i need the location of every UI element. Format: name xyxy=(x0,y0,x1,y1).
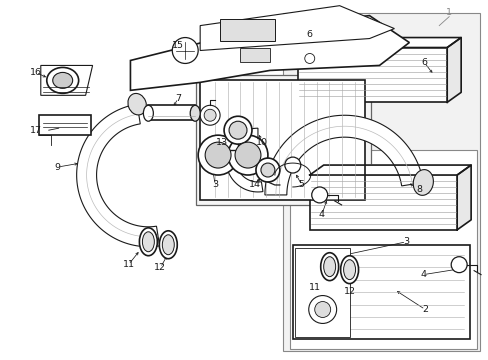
Text: 3: 3 xyxy=(403,237,408,246)
Ellipse shape xyxy=(143,105,153,121)
Bar xyxy=(196,75,370,205)
Text: 17: 17 xyxy=(30,126,41,135)
Circle shape xyxy=(255,158,279,182)
Bar xyxy=(220,19,274,41)
Bar xyxy=(200,80,364,200)
Ellipse shape xyxy=(190,105,200,121)
Bar xyxy=(282,13,479,351)
Ellipse shape xyxy=(323,257,335,276)
Circle shape xyxy=(311,187,327,203)
Polygon shape xyxy=(309,165,470,175)
Circle shape xyxy=(314,302,330,318)
Text: 12: 12 xyxy=(154,263,166,272)
Polygon shape xyxy=(264,115,423,195)
Polygon shape xyxy=(77,104,159,247)
Bar xyxy=(309,175,456,230)
Circle shape xyxy=(261,163,274,177)
Circle shape xyxy=(203,109,216,121)
Bar xyxy=(292,245,469,339)
Ellipse shape xyxy=(340,256,358,284)
Ellipse shape xyxy=(139,228,157,256)
Polygon shape xyxy=(148,105,195,120)
Polygon shape xyxy=(225,128,263,192)
Text: 6: 6 xyxy=(306,30,312,39)
Text: 4: 4 xyxy=(318,210,324,219)
Ellipse shape xyxy=(412,170,432,195)
Circle shape xyxy=(308,296,336,323)
Text: 2: 2 xyxy=(422,305,427,314)
Text: 1: 1 xyxy=(445,8,451,17)
Circle shape xyxy=(224,116,251,144)
Circle shape xyxy=(205,142,230,168)
Ellipse shape xyxy=(128,94,146,115)
Text: 4: 4 xyxy=(420,270,426,279)
Text: 13: 13 xyxy=(216,138,228,147)
Bar xyxy=(240,48,269,62)
Text: 12: 12 xyxy=(343,287,355,296)
Text: 16: 16 xyxy=(30,68,41,77)
Circle shape xyxy=(200,105,220,125)
Polygon shape xyxy=(297,37,460,48)
Text: 8: 8 xyxy=(415,185,422,194)
Bar xyxy=(297,48,447,102)
Ellipse shape xyxy=(343,260,355,280)
Circle shape xyxy=(235,142,261,168)
Text: 5: 5 xyxy=(298,180,304,189)
Circle shape xyxy=(227,135,267,175)
Circle shape xyxy=(228,121,246,139)
Circle shape xyxy=(450,257,466,273)
Circle shape xyxy=(285,157,300,173)
Polygon shape xyxy=(41,66,92,95)
Ellipse shape xyxy=(162,235,174,255)
Ellipse shape xyxy=(47,67,79,93)
Polygon shape xyxy=(200,6,394,50)
Text: 6: 6 xyxy=(421,58,427,67)
Text: 15: 15 xyxy=(172,41,184,50)
Polygon shape xyxy=(447,37,460,102)
Text: 3: 3 xyxy=(212,180,218,189)
Text: 11: 11 xyxy=(122,260,134,269)
Circle shape xyxy=(198,135,238,175)
Ellipse shape xyxy=(159,231,177,259)
Ellipse shape xyxy=(320,253,338,280)
Ellipse shape xyxy=(142,232,154,252)
Text: 7: 7 xyxy=(175,94,181,103)
Text: 10: 10 xyxy=(255,138,267,147)
Bar xyxy=(289,150,476,349)
Bar xyxy=(294,248,349,337)
Text: 14: 14 xyxy=(248,180,261,189)
Polygon shape xyxy=(456,165,470,230)
Circle shape xyxy=(172,37,198,63)
Circle shape xyxy=(304,54,314,63)
Polygon shape xyxy=(130,15,408,90)
Text: 9: 9 xyxy=(55,163,61,172)
Polygon shape xyxy=(39,115,90,135)
Text: 11: 11 xyxy=(308,283,320,292)
Ellipse shape xyxy=(53,72,73,88)
